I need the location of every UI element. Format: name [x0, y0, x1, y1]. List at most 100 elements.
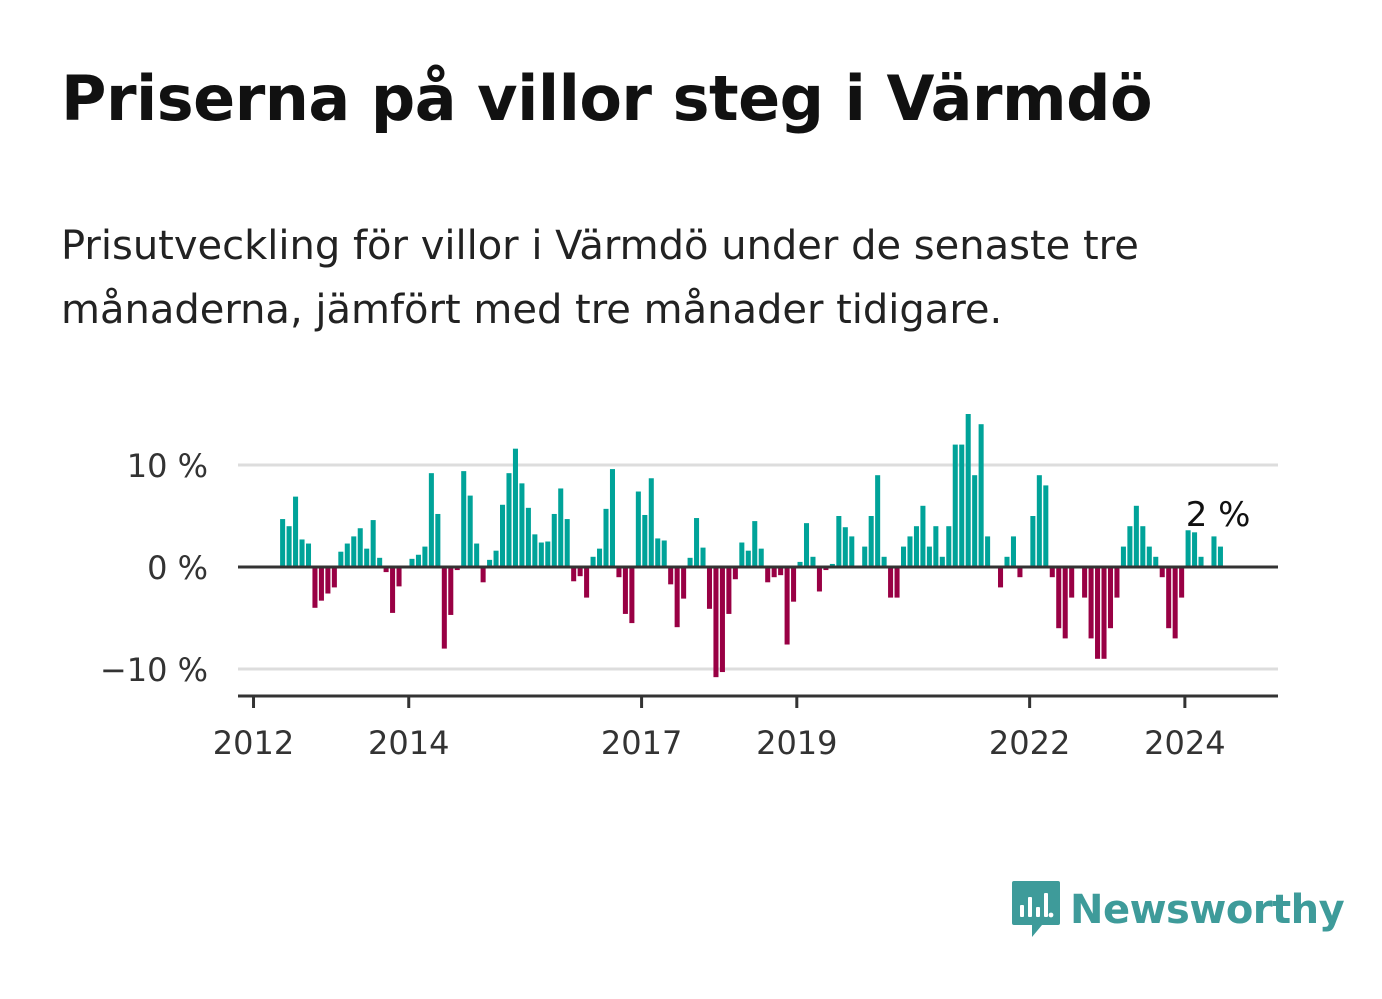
- annotations: 2 %: [1186, 495, 1251, 535]
- x-tick-label: 2012: [213, 724, 294, 762]
- bar: [842, 527, 848, 567]
- brand-name: Newsworthy: [1070, 887, 1345, 933]
- bar: [590, 556, 596, 567]
- bar: [965, 414, 971, 567]
- bar: [1127, 526, 1133, 567]
- bar: [603, 508, 609, 567]
- bar: [409, 558, 415, 567]
- bar: [338, 551, 344, 567]
- bar: [428, 473, 434, 567]
- y-tick-label: −10 %: [100, 651, 208, 689]
- bar: [480, 567, 486, 583]
- bar: [441, 567, 447, 649]
- bar: [1082, 567, 1088, 598]
- bar: [797, 561, 803, 567]
- x-axis: 2012 2014 2017 2019 2022 2024: [213, 694, 1278, 762]
- bar: [280, 519, 286, 567]
- bar: [597, 548, 603, 567]
- y-tick-label: 0 %: [147, 549, 208, 587]
- bar: [901, 546, 907, 567]
- chart-subtitle: Prisutveckling för villor i Värmdö under…: [61, 223, 1139, 333]
- bar: [512, 448, 518, 567]
- bar: [784, 567, 790, 645]
- bar: [732, 567, 738, 580]
- bar: [888, 567, 894, 598]
- bar: [849, 536, 855, 567]
- bar: [448, 567, 454, 615]
- brand: Newsworthy: [1010, 878, 1345, 942]
- bar: [933, 526, 939, 567]
- bar: [635, 491, 641, 567]
- bar: [1107, 567, 1114, 629]
- bar: [545, 541, 551, 567]
- bar: [474, 543, 480, 567]
- bar: [681, 567, 687, 599]
- bar: [344, 543, 350, 567]
- bar: [765, 567, 771, 583]
- bar: [655, 538, 661, 567]
- bar: [1114, 567, 1120, 598]
- bar: [1179, 567, 1185, 598]
- bar: [694, 518, 700, 567]
- bar: [642, 514, 648, 567]
- bar: [1101, 567, 1107, 659]
- bar: [538, 542, 544, 567]
- bar: [435, 513, 441, 567]
- bar: [816, 567, 822, 592]
- bar: [745, 550, 751, 567]
- bar: [525, 507, 531, 567]
- bar: [564, 519, 570, 567]
- bar: [823, 567, 829, 571]
- bar: [661, 540, 667, 567]
- bar: [907, 536, 913, 567]
- bar: [791, 567, 797, 602]
- bar: [1166, 567, 1172, 629]
- bar: [939, 556, 945, 567]
- bar: [622, 567, 628, 614]
- bar: [719, 567, 725, 673]
- bar: [467, 495, 473, 567]
- bar: [519, 483, 525, 567]
- bar: [1010, 536, 1016, 567]
- bar: [1056, 567, 1062, 629]
- bar: [1030, 516, 1036, 567]
- bar: [1159, 567, 1165, 578]
- bar: [532, 534, 538, 567]
- bar: [713, 567, 719, 678]
- bar: [946, 526, 952, 567]
- bar: [1217, 546, 1223, 567]
- bar: [771, 567, 777, 578]
- bar: [998, 567, 1004, 588]
- bar: [985, 536, 991, 567]
- bar: [1146, 546, 1152, 567]
- x-tick-label: 2022: [989, 724, 1070, 762]
- x-tick-label: 2019: [756, 724, 837, 762]
- bar: [609, 469, 615, 567]
- last-value-label: 2 %: [1186, 495, 1251, 535]
- bar: [648, 478, 654, 567]
- bar: [959, 444, 965, 567]
- bar: [396, 567, 402, 587]
- bar: [318, 567, 324, 601]
- bar: [415, 554, 421, 567]
- bar: [1095, 567, 1101, 659]
- y-tick-labels: 10 % 0 % −10 %: [100, 447, 208, 689]
- bar: [862, 546, 868, 567]
- bar: [810, 556, 816, 567]
- bar: [293, 496, 299, 567]
- bar: [752, 521, 758, 567]
- bar: [351, 536, 357, 567]
- bar: [1172, 567, 1178, 639]
- bar: [500, 504, 506, 567]
- bar: [1088, 567, 1094, 639]
- bar: [551, 513, 557, 567]
- bar: [357, 528, 363, 567]
- bar: [422, 546, 428, 567]
- bar: [952, 444, 958, 567]
- bar: [571, 567, 577, 582]
- bar: [558, 488, 564, 567]
- bar: [1198, 556, 1204, 567]
- bar: [1133, 505, 1139, 567]
- bar: [1062, 567, 1068, 639]
